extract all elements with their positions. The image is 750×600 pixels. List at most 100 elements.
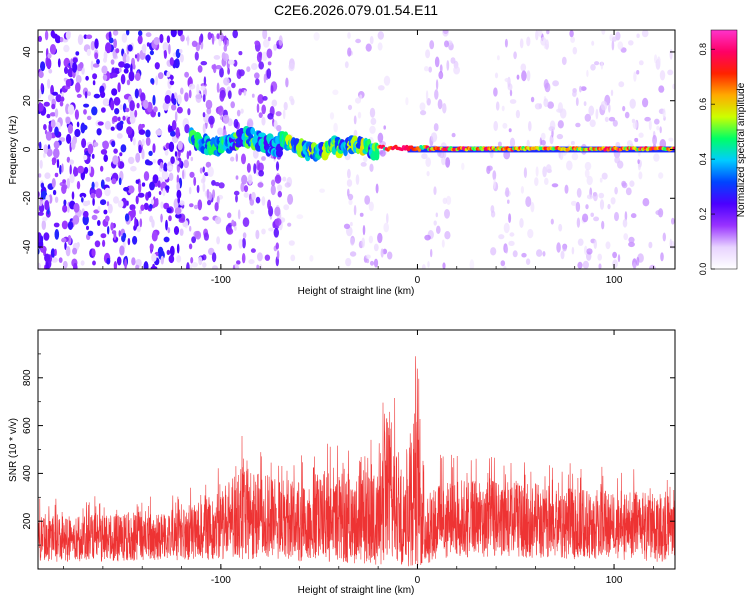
- noise-speckle: [508, 213, 512, 224]
- noise-speckle: [166, 249, 171, 255]
- noise-speckle: [222, 114, 230, 125]
- noise-speckle: [162, 188, 166, 197]
- noise-speckle: [268, 227, 274, 232]
- noise-speckle: [140, 92, 146, 103]
- noise-speckle: [610, 197, 616, 205]
- noise-speckle: [353, 205, 357, 216]
- noise-speckle: [207, 166, 214, 177]
- noise-speckle: [67, 235, 72, 245]
- noise-speckle: [145, 32, 152, 38]
- noise-speckle: [64, 242, 67, 250]
- noise-speckle: [39, 159, 43, 169]
- noise-speckle: [355, 174, 360, 186]
- noise-speckle: [263, 73, 267, 84]
- noise-speckle: [72, 215, 80, 225]
- noise-speckle: [81, 138, 87, 149]
- noise-speckle: [570, 36, 575, 43]
- noise-speckle: [505, 187, 510, 198]
- noise-speckle: [138, 182, 142, 194]
- noise-speckle: [90, 40, 96, 51]
- noise-speckle: [196, 184, 200, 194]
- noise-speckle: [638, 171, 643, 180]
- noise-speckle: [276, 250, 280, 260]
- noise-speckle: [168, 172, 174, 181]
- noise-speckle: [127, 44, 133, 52]
- noise-speckle: [520, 186, 525, 194]
- noise-speckle: [105, 177, 111, 182]
- noise-speckle: [116, 122, 123, 131]
- noise-speckle: [59, 164, 62, 175]
- noise-speckle: [44, 172, 51, 179]
- noise-speckle: [246, 163, 251, 173]
- noise-speckle: [654, 118, 660, 125]
- x-tick-label: 100: [606, 275, 623, 286]
- noise-speckle: [361, 237, 366, 248]
- noise-speckle: [626, 140, 633, 148]
- noise-speckle: [153, 106, 158, 113]
- noise-speckle: [442, 262, 446, 269]
- noise-speckle: [224, 35, 227, 46]
- noise-speckle: [237, 209, 241, 220]
- colorbar-ticks: 0.0 0.2 0.4 0.6 0.8: [698, 43, 715, 275]
- noise-speckle: [175, 127, 180, 139]
- noise-speckle: [65, 79, 72, 87]
- noise-speckle: [658, 172, 664, 179]
- noise-speckle: [38, 173, 42, 178]
- noise-speckle: [288, 240, 295, 246]
- noise-speckle: [54, 229, 60, 240]
- colorbar-tick-label: 0.8: [698, 43, 708, 56]
- noise-speckle: [122, 115, 126, 121]
- noise-speckle: [633, 71, 637, 82]
- noise-speckle: [137, 192, 145, 198]
- noise-speckle: [658, 85, 665, 93]
- noise-speckle: [54, 108, 59, 118]
- noise-speckle: [233, 118, 239, 129]
- noise-speckle: [92, 197, 95, 206]
- noise-speckle: [617, 254, 621, 263]
- y-tick-label: 0: [22, 146, 33, 152]
- noise-speckle: [193, 204, 199, 210]
- noise-speckle: [492, 170, 497, 181]
- noise-speckle: [72, 57, 78, 64]
- noise-speckle: [595, 108, 599, 120]
- noise-speckle: [608, 116, 616, 122]
- noise-speckle: [164, 94, 171, 104]
- signal-blob: [374, 153, 380, 161]
- noise-speckle: [270, 85, 274, 94]
- noise-speckle: [143, 99, 149, 110]
- noise-speckle: [43, 152, 46, 158]
- colorbar-frame: [710, 29, 738, 270]
- noise-speckle: [43, 144, 48, 154]
- noise-speckle: [218, 38, 222, 47]
- signal-blob: [417, 148, 422, 152]
- noise-speckle: [43, 124, 47, 131]
- noise-speckle: [55, 35, 61, 40]
- noise-speckle: [277, 190, 282, 198]
- noise-speckle: [230, 156, 235, 162]
- noise-speckle: [112, 155, 119, 165]
- noise-speckle: [51, 103, 56, 110]
- noise-speckle: [119, 152, 123, 157]
- noise-speckle: [83, 154, 88, 161]
- noise-speckle: [242, 237, 246, 249]
- noise-speckle: [622, 105, 626, 112]
- noise-speckle: [234, 225, 237, 231]
- noise-speckle: [62, 260, 68, 269]
- noise-speckle: [177, 140, 183, 151]
- noise-speckle: [575, 122, 581, 128]
- signal-blob: [258, 132, 266, 138]
- noise-speckle: [76, 93, 82, 98]
- noise-speckle: [174, 207, 182, 215]
- noise-speckle: [115, 48, 120, 54]
- noise-speckle: [365, 254, 371, 259]
- noise-speckle: [347, 193, 354, 201]
- noise-speckle: [235, 153, 238, 162]
- noise-speckle: [96, 128, 102, 136]
- noise-speckle: [117, 82, 121, 93]
- snr-line: [38, 356, 675, 567]
- noise-speckle: [347, 168, 351, 179]
- noise-speckle: [188, 89, 192, 99]
- noise-speckle: [236, 109, 241, 117]
- noise-speckle: [261, 196, 266, 206]
